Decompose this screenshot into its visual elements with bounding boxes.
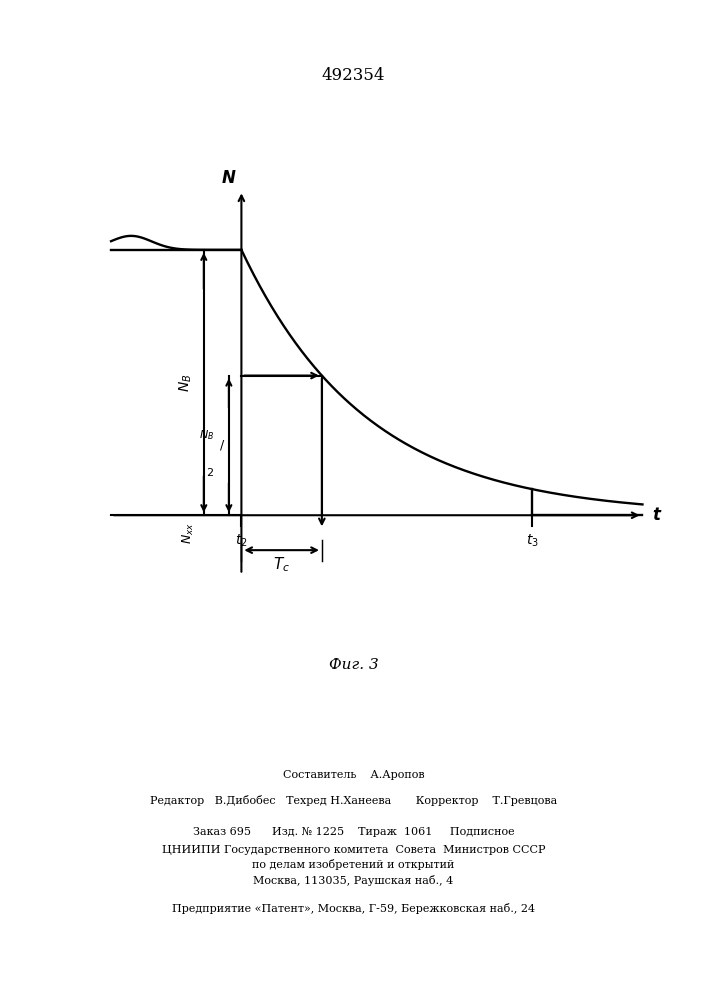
Text: $N_B$: $N_B$	[199, 428, 214, 442]
Text: Составитель    А.Аропов: Составитель А.Аропов	[283, 770, 424, 780]
Text: t: t	[653, 506, 660, 524]
Text: N: N	[222, 169, 236, 187]
Text: $t_3$: $t_3$	[526, 533, 539, 549]
Text: по делам изобретений и открытий: по делам изобретений и открытий	[252, 859, 455, 870]
Text: $2$: $2$	[206, 466, 214, 478]
Text: $t_2$: $t_2$	[235, 533, 247, 549]
Text: Фиг. 3: Фиг. 3	[329, 658, 378, 672]
Text: $T_c$: $T_c$	[273, 555, 290, 574]
Text: $N_B$: $N_B$	[178, 373, 194, 392]
Text: Предприятие «Патент», Москва, Г-59, Бережковская наб., 24: Предприятие «Патент», Москва, Г-59, Бере…	[172, 902, 535, 914]
Text: $N_{xx}$: $N_{xx}$	[181, 522, 197, 544]
Text: 492354: 492354	[322, 66, 385, 84]
Text: Заказ 695      Изд. № 1225    Тираж  1061     Подписное: Заказ 695 Изд. № 1225 Тираж 1061 Подписн…	[193, 827, 514, 837]
Text: ЦНИИПИ Государственного комитета  Совета  Министров СССР: ЦНИИПИ Государственного комитета Совета …	[162, 845, 545, 855]
Text: Москва, 113035, Раушская наб., 4: Москва, 113035, Раушская наб., 4	[253, 874, 454, 886]
Text: Редактор   В.Дибобес   Техред Н.Ханеева       Корректор    Т.Гревцова: Редактор В.Дибобес Техред Н.Ханеева Корр…	[150, 794, 557, 806]
Text: /: /	[220, 439, 224, 452]
